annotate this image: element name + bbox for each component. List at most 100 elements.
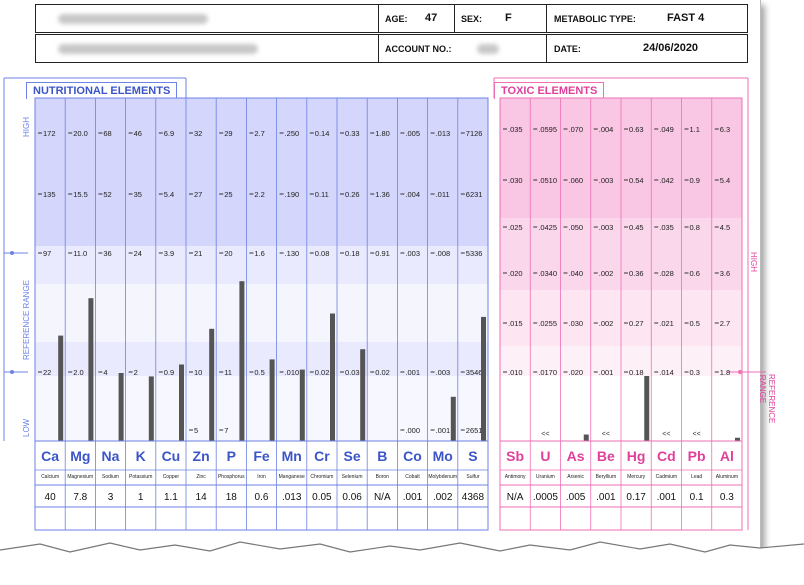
- toxic-reference-label: REFERENCE RANGE: [758, 374, 776, 424]
- tox-tick-label: .049: [659, 125, 674, 134]
- tox-name: Beryllium: [596, 474, 617, 480]
- tox-tick-label: .002: [599, 319, 614, 328]
- tox-below-detection-mark: <<: [541, 431, 549, 438]
- tox-symbol-Pb: Pb: [688, 448, 706, 464]
- tox-tick-label: .003: [599, 223, 614, 232]
- nut-symbol-Na: Na: [102, 448, 120, 464]
- nut-tick-label: 0.02: [315, 368, 330, 377]
- redacted-address: [58, 44, 258, 54]
- nut-ref-top-dot: [10, 251, 14, 255]
- tox-name: Aluminum: [716, 474, 738, 480]
- tox-tick-label: 0.63: [629, 125, 644, 134]
- nut-low-label: 7: [224, 426, 228, 435]
- nut-band-lower-ref: [35, 342, 488, 376]
- tox-name: Lead: [691, 474, 702, 480]
- metabolic-cell: METABOLIC TYPE: FAST 4: [546, 5, 748, 32]
- sex-label: SEX:: [461, 14, 483, 24]
- nut-tick-label: 2.7: [254, 129, 264, 138]
- tox-result-Al: 0.3: [720, 492, 734, 503]
- nut-tick-label: .130: [285, 249, 300, 258]
- nut-tick-label: 11: [224, 368, 232, 377]
- toxic-title: TOXIC ELEMENTS: [494, 82, 605, 99]
- tox-tick-label: .030: [569, 319, 584, 328]
- nut-tick-label: 135: [43, 190, 56, 199]
- nut-tick-label: 22: [43, 368, 51, 377]
- nut-tick-label: 1.80: [375, 129, 390, 138]
- nut-tick-label: 36: [103, 249, 111, 258]
- tox-tick-label: .035: [508, 125, 523, 134]
- nut-symbol-S: S: [468, 448, 477, 464]
- tox-bar-Hg: [644, 376, 650, 441]
- nut-tick-label: .013: [436, 129, 451, 138]
- account-cell: ACCOUNT NO.:: [378, 35, 547, 62]
- nut-tick-label: 1.6: [254, 249, 264, 258]
- tox-below-detection-mark: <<: [693, 431, 701, 438]
- nut-tick-label: 0.5: [254, 368, 264, 377]
- tox-tick-label: .0255: [538, 319, 557, 328]
- nut-bar-S: [481, 316, 486, 441]
- nut-tick-label: .003: [436, 368, 451, 377]
- tox-tick-label: .002: [599, 269, 614, 278]
- tox-tick-label: .021: [659, 319, 674, 328]
- age-cell: AGE: 47: [378, 5, 455, 32]
- nut-tick-label: 0.14: [315, 129, 330, 138]
- nut-name: Phosphorus: [218, 474, 245, 480]
- nut-name: Selenium: [342, 474, 363, 480]
- nut-name: Sodium: [102, 474, 119, 480]
- nutritional-title: NUTRITIONAL ELEMENTS: [26, 82, 178, 99]
- nut-bar-Mn: [299, 369, 305, 441]
- nut-ref-bottom-dot: [10, 370, 14, 374]
- nut-result-Ca: 40: [45, 492, 57, 503]
- nut-tick-label: 29: [224, 129, 232, 138]
- nut-tick-label: .004: [405, 190, 420, 199]
- nut-tick-label: 0.26: [345, 190, 360, 199]
- tox-tick-label: 0.36: [629, 269, 644, 278]
- tox-tick-label: .0595: [538, 125, 557, 134]
- nut-tick-label: 3.9: [164, 249, 174, 258]
- nut-tick-label: 20: [224, 249, 232, 258]
- nut-result-Mn: .013: [282, 492, 302, 503]
- tox-below-detection-mark: <<: [602, 431, 610, 438]
- nut-tick-label: .250: [285, 129, 300, 138]
- tox-tick-label: .035: [659, 223, 674, 232]
- nut-tick-label: 15.5: [73, 190, 88, 199]
- metabolic-value: FAST 4: [667, 12, 705, 24]
- nut-symbol-Mo: Mo: [433, 448, 453, 464]
- nut-band-low: [35, 376, 488, 441]
- tox-tick-label: .0510: [538, 176, 557, 185]
- nut-tick-label: 6231: [466, 190, 483, 199]
- redacted-name: [58, 14, 208, 24]
- date-cell: DATE: 24/06/2020: [546, 35, 748, 62]
- nut-tick-label: 0.18: [345, 249, 360, 258]
- nut-tick-label: 35: [134, 190, 142, 199]
- nut-result-Cu: 1.1: [164, 492, 178, 503]
- nut-tick-label: .011: [436, 190, 450, 199]
- nut-bar-P: [239, 281, 245, 441]
- tox-tick-label: 0.18: [629, 368, 644, 377]
- tox-tick-label: .042: [659, 176, 674, 185]
- nut-name: Iron: [257, 474, 266, 480]
- nut-symbol-Ca: Ca: [41, 448, 59, 464]
- tox-symbol-Cd: Cd: [657, 448, 676, 464]
- tox-tick-label: 0.3: [690, 368, 700, 377]
- metabolic-label: METABOLIC TYPE:: [554, 14, 636, 24]
- nut-name: Chromium: [310, 474, 333, 480]
- nut-tick-label: 2: [134, 368, 138, 377]
- nut-tick-label: 6.9: [164, 129, 174, 138]
- tox-bar-As: [583, 434, 589, 441]
- nut-result-S: 4368: [462, 492, 485, 503]
- nut-tick-label: 68: [103, 129, 111, 138]
- tox-tick-label: 0.8: [690, 223, 700, 232]
- tox-name: Uranium: [536, 474, 555, 480]
- nut-tick-label: 32: [194, 129, 202, 138]
- nut-result-Na: 3: [108, 492, 114, 503]
- redacted-account: [477, 44, 499, 54]
- nut-tick-label: 172: [43, 129, 56, 138]
- tox-tick-label: 0.5: [690, 319, 700, 328]
- date-label: DATE:: [554, 44, 581, 54]
- nut-name: Potassium: [129, 474, 152, 480]
- nut-symbol-B: B: [377, 448, 387, 464]
- nut-tick-label: 24: [134, 249, 142, 258]
- nut-bar-Se: [360, 349, 366, 441]
